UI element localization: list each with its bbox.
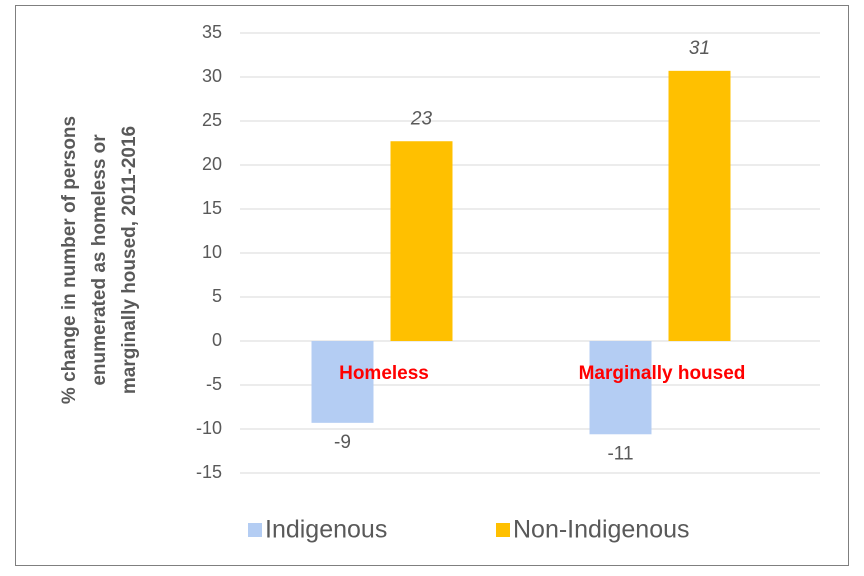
bar	[589, 341, 652, 435]
y-axis-title: % change in number of persons enumerated …	[59, 116, 140, 404]
y-axis-title-line: % change in number of persons	[59, 116, 80, 404]
legend-swatch	[496, 523, 510, 537]
y-axis-title-line: enumerated as homeless or	[89, 134, 110, 386]
legend-label: Non-Indigenous	[513, 516, 690, 544]
bar	[311, 341, 374, 423]
y-axis-title-line: marginally housed, 2011-2016	[119, 126, 140, 394]
y-tick-label: 25	[202, 110, 222, 130]
y-tick-label: -5	[206, 374, 222, 394]
bar	[668, 70, 731, 341]
data-label: 23	[410, 108, 433, 129]
y-tick-label: -15	[196, 462, 222, 482]
category-label: Homeless	[339, 363, 429, 384]
y-tick-label: 10	[202, 242, 222, 262]
y-tick-label: 35	[202, 22, 222, 42]
y-tick-label: 5	[212, 286, 222, 306]
y-tick-label: 0	[212, 330, 222, 350]
y-tick-label: 20	[202, 154, 222, 174]
category-label: Marginally housed	[579, 363, 746, 384]
y-tick-label: -10	[196, 418, 222, 438]
data-label: -11	[607, 443, 633, 464]
bar	[390, 141, 453, 341]
y-tick-label: 15	[202, 198, 222, 218]
data-label: 31	[689, 38, 710, 59]
y-tick-label: 30	[202, 66, 222, 86]
legend-swatch	[248, 523, 262, 537]
legend-label: Indigenous	[265, 516, 387, 544]
data-label: -9	[334, 432, 351, 453]
